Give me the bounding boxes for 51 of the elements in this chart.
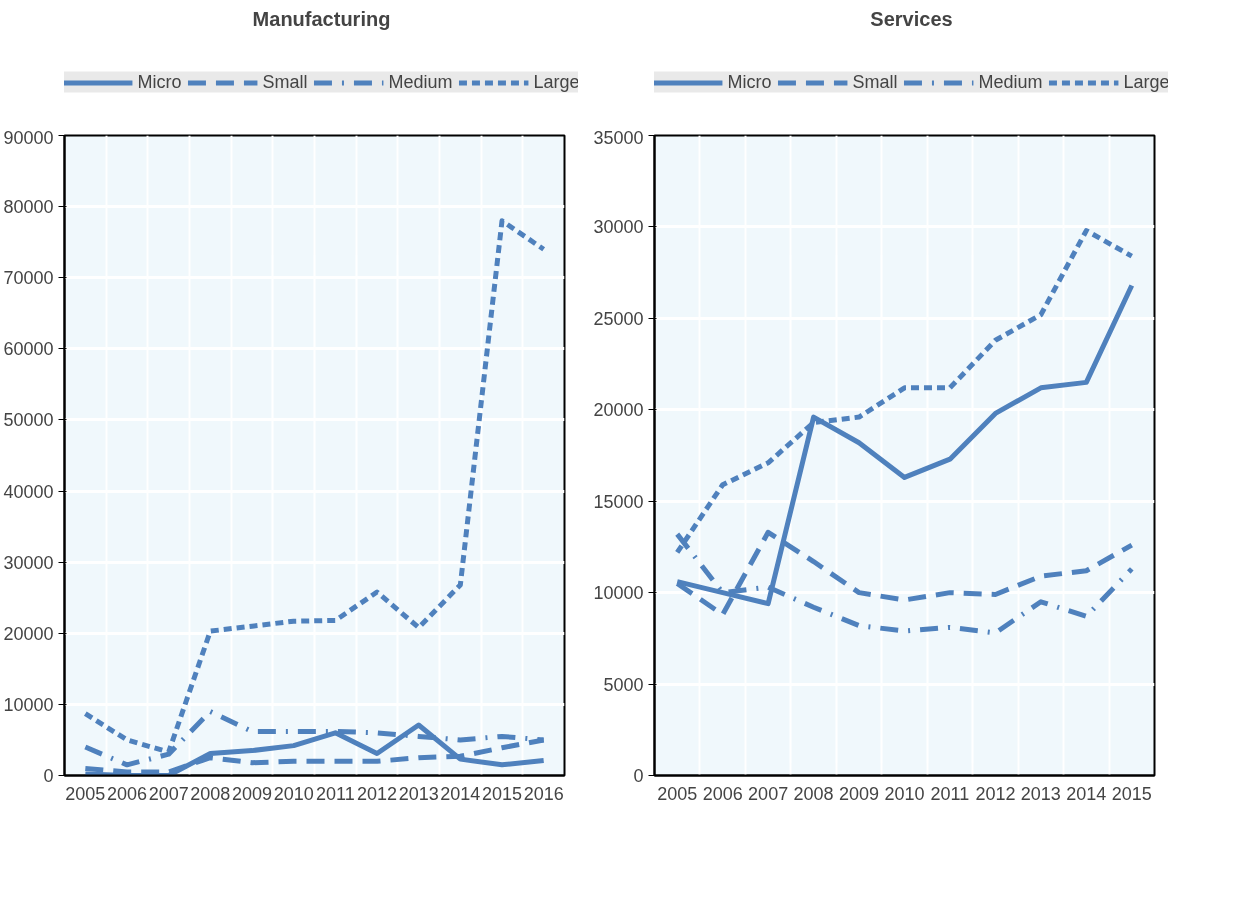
x-tick-label: 2012: [356, 783, 398, 804]
y-tick-label: 5000: [603, 674, 644, 695]
y-tick-label: 10000: [593, 583, 644, 604]
x-tick-label: 2008: [793, 783, 834, 804]
y-tick-label: 15000: [593, 491, 644, 512]
x-tick-label: 2007: [148, 783, 189, 804]
y-tick-label: 90000: [3, 127, 54, 148]
x-tick-label: 2013: [1020, 783, 1061, 804]
legend-label: Large: [1123, 71, 1169, 93]
x-tick-label: 2010: [273, 783, 314, 804]
y-tick-label: 35000: [593, 127, 644, 148]
y-tick-label: 25000: [593, 308, 644, 329]
x-tick-label: 2006: [702, 783, 743, 804]
x-tick-label: 2012: [975, 783, 1016, 804]
x-tick-label: 2008: [190, 783, 231, 804]
y-tick-label: 40000: [3, 481, 54, 502]
x-tick-label: 2011: [315, 783, 355, 804]
legend-label: Small: [262, 71, 308, 93]
y-tick-label: 80000: [3, 197, 54, 218]
legend-label: Large: [533, 71, 579, 93]
y-tick-label: 30000: [593, 217, 644, 238]
y-tick-label: 60000: [3, 339, 54, 360]
x-tick-label: 2011: [930, 783, 970, 804]
x-tick-label: 2010: [884, 783, 925, 804]
x-tick-label: 2005: [65, 783, 106, 804]
x-tick-label: 2014: [1066, 783, 1107, 804]
x-tick-label: 2009: [231, 783, 273, 804]
y-tick-label: 20000: [3, 623, 54, 644]
legend-label: Medium: [978, 71, 1043, 93]
y-tick-label: 20000: [593, 400, 644, 421]
y-tick-label: 10000: [3, 694, 54, 715]
x-tick-label: 2016: [523, 783, 564, 804]
legend-label: Micro: [727, 71, 772, 93]
x-tick-label: 2015: [1111, 783, 1152, 804]
y-tick-label: 30000: [3, 552, 54, 573]
y-tick-label: 70000: [3, 268, 54, 289]
x-tick-label: 2013: [398, 783, 439, 804]
chart-title: Services: [870, 7, 953, 30]
legend-label: Micro: [137, 71, 182, 93]
x-tick-label: 2015: [481, 783, 523, 804]
x-tick-label: 2007: [748, 783, 789, 804]
y-tick-label: 0: [633, 766, 644, 786]
x-tick-label: 2005: [657, 783, 698, 804]
y-tick-label: 50000: [3, 410, 54, 431]
chart-title: Manufacturing: [252, 7, 391, 30]
x-tick-label: 2009: [839, 783, 880, 804]
legend-label: Small: [852, 71, 898, 93]
y-tick-label: 0: [43, 766, 54, 786]
x-tick-label: 2014: [440, 783, 481, 804]
legend-label: Medium: [388, 71, 453, 93]
x-tick-label: 2006: [106, 783, 148, 804]
